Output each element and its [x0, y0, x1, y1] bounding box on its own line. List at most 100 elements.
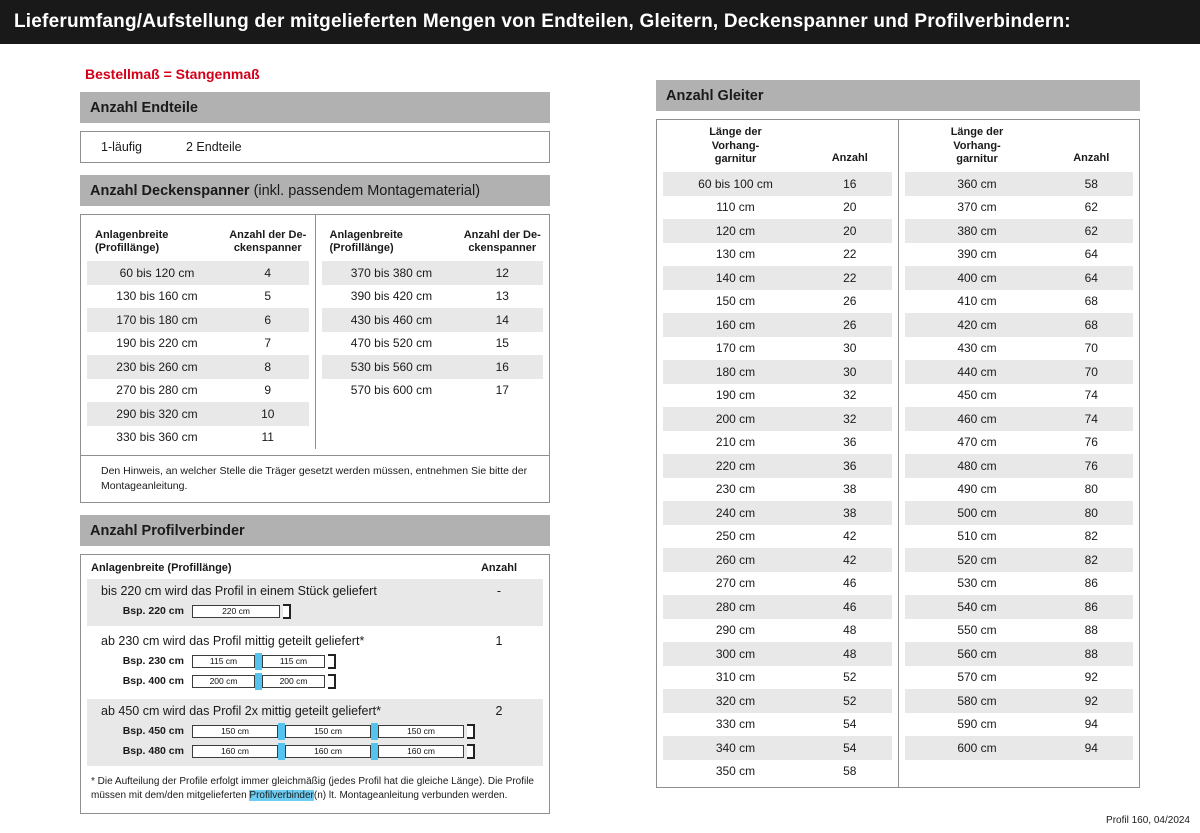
order-measure-note: Bestellmaß = Stangenmaß [85, 66, 260, 82]
example-label: Bsp. 230 cm [122, 655, 184, 668]
row-value: 13 [495, 289, 509, 304]
table-divider [314, 215, 316, 449]
row-value: 38 [843, 505, 857, 520]
row-value: 76 [1084, 435, 1098, 450]
endteile-count: 2 Endteile [186, 140, 242, 154]
row-label: 330 bis 360 cm [116, 430, 198, 445]
row-value: 12 [495, 265, 509, 280]
profilverbinder-section-header: Anzahl Profilverbinder [80, 515, 550, 547]
left-column: Anzahl Endteile 1-läufig 2 Endteile Anza… [80, 92, 550, 815]
table-row: 230 bis 260 cm 8 [87, 355, 309, 379]
row-label: 420 cm [957, 317, 997, 332]
profilverbinder-section: ab 230 cm wird das Profil mittig geteilt… [87, 629, 543, 696]
table-row: 490 cm 80 [905, 478, 1134, 502]
table-row: 140 cm 22 [663, 266, 892, 290]
profile-segment: 200 cm [262, 674, 325, 688]
profile-segment: 115 cm [192, 654, 255, 668]
table-row: 230 cm 38 [663, 478, 892, 502]
row-label: 360 cm [957, 176, 997, 191]
table-row: 170 cm 30 [663, 337, 892, 361]
row-label: 460 cm [957, 411, 997, 426]
table-row: 340 cm 54 [663, 736, 892, 760]
profile-diagram: 150 cm 150 cm 150 cm [192, 722, 475, 740]
row-value: 32 [843, 388, 857, 403]
column-header-anzahl: Anzahl [1073, 152, 1110, 165]
deckenspanner-table-right: Anlagenbreite (Profillänge) Anzahl der D… [316, 215, 550, 449]
row-value: 20 [843, 200, 857, 215]
table-row: 110 cm 20 [663, 196, 892, 220]
table-row: 310 cm 52 [663, 666, 892, 690]
row-label: 180 cm [715, 364, 756, 379]
row-label: 510 cm [957, 529, 997, 544]
table-row: 220 cm 36 [663, 454, 892, 478]
row-label: 130 cm [715, 247, 756, 262]
table-row: 320 cm 52 [663, 689, 892, 713]
row-label: 240 cm [715, 505, 756, 520]
table-row: 590 cm 94 [905, 713, 1134, 737]
row-value: 36 [843, 458, 857, 473]
row-label: 550 cm [957, 623, 997, 638]
rule-text: ab 450 cm wird das Profil 2x mittig gete… [101, 704, 381, 719]
rule-text: ab 230 cm wird das Profil mittig geteilt… [101, 634, 365, 649]
row-label: 120 cm [715, 223, 756, 238]
row-label: 210 cm [715, 435, 756, 450]
example-label: Bsp. 220 cm [122, 605, 184, 618]
deckenspanner-tables: Anlagenbreite (Profillänge) Anzahl der D… [81, 215, 549, 455]
example-label: Bsp. 400 cm [122, 675, 184, 688]
table-row: 190 cm 32 [663, 384, 892, 408]
table-row: 300 cm 48 [663, 642, 892, 666]
table-header: Anlagenbreite (Profillänge) Anzahl der D… [87, 215, 309, 261]
column-header-anzahl-deckenspanner: Anzahl der De- ckenspanner [229, 228, 307, 255]
row-label: 570 bis 600 cm [350, 383, 433, 398]
row-value: 22 [843, 270, 857, 285]
table-row: 420 cm 68 [904, 313, 1133, 337]
row-value: 14 [495, 312, 509, 327]
row-value: 22 [843, 247, 857, 262]
row-label: 500 cm [957, 505, 997, 520]
row-value: 42 [843, 529, 857, 544]
column-header-anlagenbreite: Anlagenbreite (Profillänge) [95, 228, 169, 255]
profilverbinder-table: Anlagenbreite (Profillänge) Anzahl bis 2… [80, 554, 550, 815]
profile-segment: 115 cm [262, 654, 325, 668]
table-row: 200 cm 32 [663, 407, 892, 431]
row-value: 30 [843, 364, 857, 379]
table-row: 390 bis 420 cm 13 [322, 285, 544, 309]
row-value: 54 [843, 717, 857, 732]
table-row: 530 cm 86 [905, 572, 1134, 596]
table-row: 210 cm 36 [663, 431, 892, 455]
row-label: 540 cm [957, 599, 997, 614]
example-row: Bsp. 220 cm 220 cm [87, 601, 543, 621]
row-label: 430 bis 460 cm [350, 312, 433, 327]
row-value: 4 [264, 265, 272, 280]
table-row: 410 cm 68 [905, 290, 1134, 314]
column-header-anlagenbreite: Anlagenbreite (Profillänge) [329, 228, 403, 255]
profile-endcap-icon [328, 653, 336, 669]
row-value: 64 [1084, 247, 1098, 262]
table-row: 130 bis 160 cm 5 [87, 285, 309, 309]
table-header: Anlagenbreite (Profillänge) Anzahl der D… [322, 215, 544, 261]
row-value: 58 [843, 764, 857, 779]
page-title: Lieferumfang/Aufstellung der mitgeliefer… [14, 11, 1071, 32]
profile-endcap-icon [467, 723, 475, 739]
row-label: 170 bis 180 cm [116, 312, 198, 327]
table-row: 440 cm 70 [904, 360, 1133, 384]
table-header: Länge der Vorhang- garnitur Anzahl [663, 120, 892, 172]
row-label: 280 cm [715, 599, 756, 614]
table-row: 530 bis 560 cm 16 [321, 355, 543, 379]
table-row: 520 cm 82 [904, 548, 1133, 572]
table-row: 240 cm 38 [663, 501, 892, 525]
table-row: 430 bis 460 cm 14 [321, 308, 543, 332]
table-row: 330 bis 360 cm 11 [87, 426, 309, 450]
row-value: 20 [843, 223, 857, 238]
row-label: 290 cm [715, 623, 756, 638]
row-value: 92 [1084, 670, 1098, 685]
table-row: 270 cm 46 [663, 572, 892, 596]
row-value: 92 [1084, 693, 1098, 708]
profile-segment: 160 cm [192, 744, 278, 758]
row-value: 8 [264, 359, 272, 374]
table-row: 460 cm 74 [904, 407, 1133, 431]
row-label: 330 cm [715, 717, 756, 732]
profile-diagram: 160 cm 160 cm 160 cm [192, 742, 475, 760]
table-header: Länge der Vorhang- garnitur Anzahl [905, 120, 1134, 172]
footnote-text: (n) lt. Montageanleitung verbunden werde… [313, 790, 508, 802]
